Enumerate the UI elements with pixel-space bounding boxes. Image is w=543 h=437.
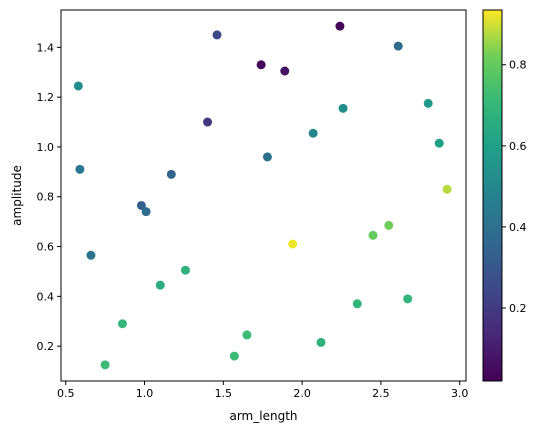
y-tick-label: 0.8 xyxy=(37,191,55,204)
data-point xyxy=(352,299,362,309)
colorbar-tick-label: 0.6 xyxy=(509,140,527,153)
data-point xyxy=(335,21,345,31)
data-point xyxy=(280,66,290,76)
data-point xyxy=(338,103,348,113)
data-point xyxy=(384,220,394,230)
x-tick-label: 3.0 xyxy=(451,387,469,400)
data-point xyxy=(203,117,213,127)
colorbar-frame xyxy=(482,9,503,382)
data-point xyxy=(434,138,444,148)
x-tick-label: 2.5 xyxy=(372,387,390,400)
data-point xyxy=(256,60,266,70)
data-point xyxy=(73,81,83,91)
data-point xyxy=(229,351,239,361)
data-point xyxy=(75,164,85,174)
data-point xyxy=(262,152,272,162)
y-tick-label: 0.2 xyxy=(37,340,55,353)
data-point xyxy=(242,330,252,340)
colorbar-ticks: 0.2 0.4 0.6 0.8 xyxy=(502,59,527,315)
data-point xyxy=(212,30,222,40)
data-point xyxy=(308,128,318,138)
colorbar: 0.2 0.4 0.6 0.8 xyxy=(482,9,527,382)
colorbar-tick-label: 0.4 xyxy=(509,221,527,234)
data-point xyxy=(141,207,151,217)
colorbar-gradient xyxy=(483,10,502,381)
data-point xyxy=(155,280,165,290)
y-tick-label: 1.0 xyxy=(37,141,55,154)
plot-frame xyxy=(60,9,467,382)
colorbar-tick-label: 0.8 xyxy=(509,59,527,72)
y-tick-label: 0.4 xyxy=(37,290,55,303)
colorbar-tick-label: 0.2 xyxy=(509,302,527,315)
x-tick-label: 2.0 xyxy=(293,387,311,400)
data-point xyxy=(423,98,433,108)
data-point xyxy=(403,294,413,304)
data-point xyxy=(100,360,110,370)
data-point xyxy=(180,265,190,275)
y-tick-label: 1.2 xyxy=(37,91,55,104)
data-points xyxy=(73,21,452,370)
y-axis-label: amplitude xyxy=(10,165,24,226)
data-point xyxy=(368,230,378,240)
y-tick-label: 1.4 xyxy=(37,41,55,54)
data-point xyxy=(166,169,176,179)
data-point xyxy=(316,337,326,347)
data-point xyxy=(86,250,96,260)
y-tick-label: 0.6 xyxy=(37,241,55,254)
data-point xyxy=(136,200,146,210)
x-tick-label: 1.5 xyxy=(215,387,233,400)
x-tick-label: 1.0 xyxy=(136,387,154,400)
x-tick-label: 0.5 xyxy=(57,387,75,400)
x-axis-label: arm_length xyxy=(229,409,297,423)
data-point xyxy=(117,319,127,329)
data-point xyxy=(442,184,452,194)
data-point xyxy=(288,239,298,249)
x-axis: 0.5 1.0 1.5 2.0 2.5 3.0 xyxy=(57,381,468,400)
y-axis: 0.2 0.4 0.6 0.8 1.0 1.2 1.4 xyxy=(37,41,61,353)
data-point xyxy=(393,41,403,51)
